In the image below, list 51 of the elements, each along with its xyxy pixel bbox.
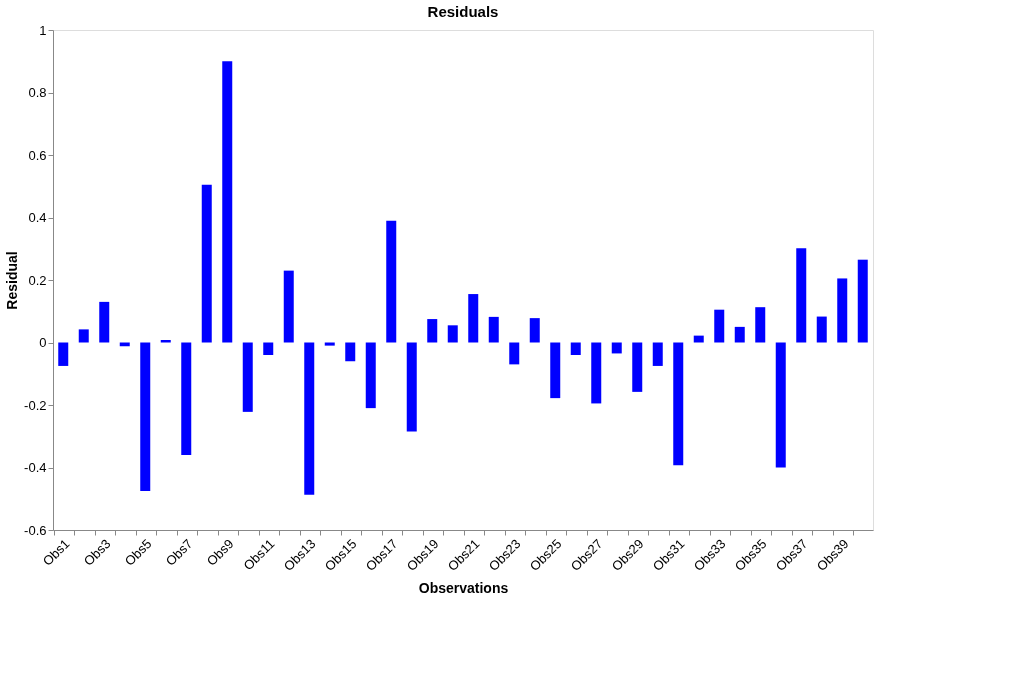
bar [263, 342, 274, 355]
bar [570, 342, 581, 355]
bar [406, 342, 417, 432]
bar [509, 342, 520, 365]
bar [78, 329, 89, 343]
y-tick-label: -0.6 [24, 522, 47, 538]
bar [160, 340, 171, 343]
bar [611, 342, 622, 354]
bar [283, 270, 294, 343]
y-tick-label: 1 [39, 22, 47, 38]
bar [222, 61, 233, 343]
bar [775, 342, 786, 468]
x-axis-title: Observations [418, 579, 509, 596]
bar [345, 342, 356, 362]
bar [99, 301, 110, 343]
bar [673, 342, 684, 466]
bar [529, 318, 540, 343]
y-tick-label: 0 [39, 335, 47, 350]
y-tick-label: 0.4 [28, 210, 47, 225]
bar [324, 342, 335, 346]
bar [468, 294, 479, 343]
bar [755, 307, 766, 343]
bar [714, 309, 725, 343]
y-tick-label: 0.2 [28, 272, 47, 288]
bar [201, 184, 212, 343]
bar [181, 342, 192, 455]
bar [734, 326, 745, 343]
bar [550, 342, 561, 399]
y-tick-label: 0.6 [28, 147, 47, 163]
bar [488, 316, 499, 343]
bar [693, 335, 704, 343]
y-tick-label: -0.2 [24, 397, 47, 413]
bar [140, 342, 151, 491]
chart-title: Residuals [427, 3, 499, 20]
bar [365, 342, 376, 409]
bar [447, 325, 458, 343]
y-tick-label: -0.4 [24, 460, 47, 475]
bar [304, 342, 315, 495]
bar [632, 342, 643, 392]
bar [58, 342, 69, 366]
bar [857, 259, 868, 343]
y-axis-title: Residual [4, 251, 21, 310]
bar [242, 342, 253, 412]
bar [796, 248, 807, 343]
bar [386, 220, 397, 343]
bar [652, 342, 663, 366]
bar [816, 316, 827, 343]
y-tick-label: 0.8 [28, 85, 47, 100]
bar [837, 278, 848, 343]
bar [591, 342, 602, 404]
bar [427, 319, 438, 343]
